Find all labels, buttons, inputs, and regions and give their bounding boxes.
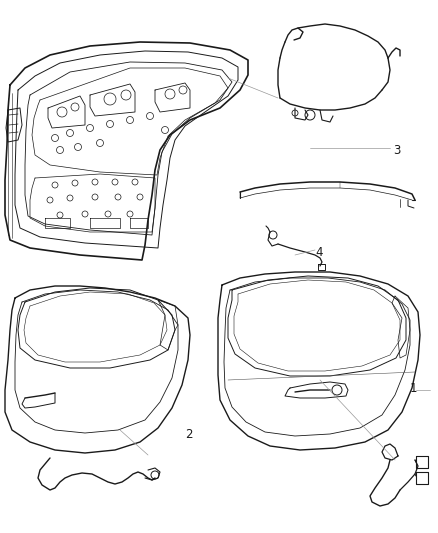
Text: 4: 4 [315, 246, 322, 259]
Text: 1: 1 [410, 382, 417, 394]
Text: 3: 3 [393, 143, 400, 157]
Text: 2: 2 [185, 429, 192, 441]
